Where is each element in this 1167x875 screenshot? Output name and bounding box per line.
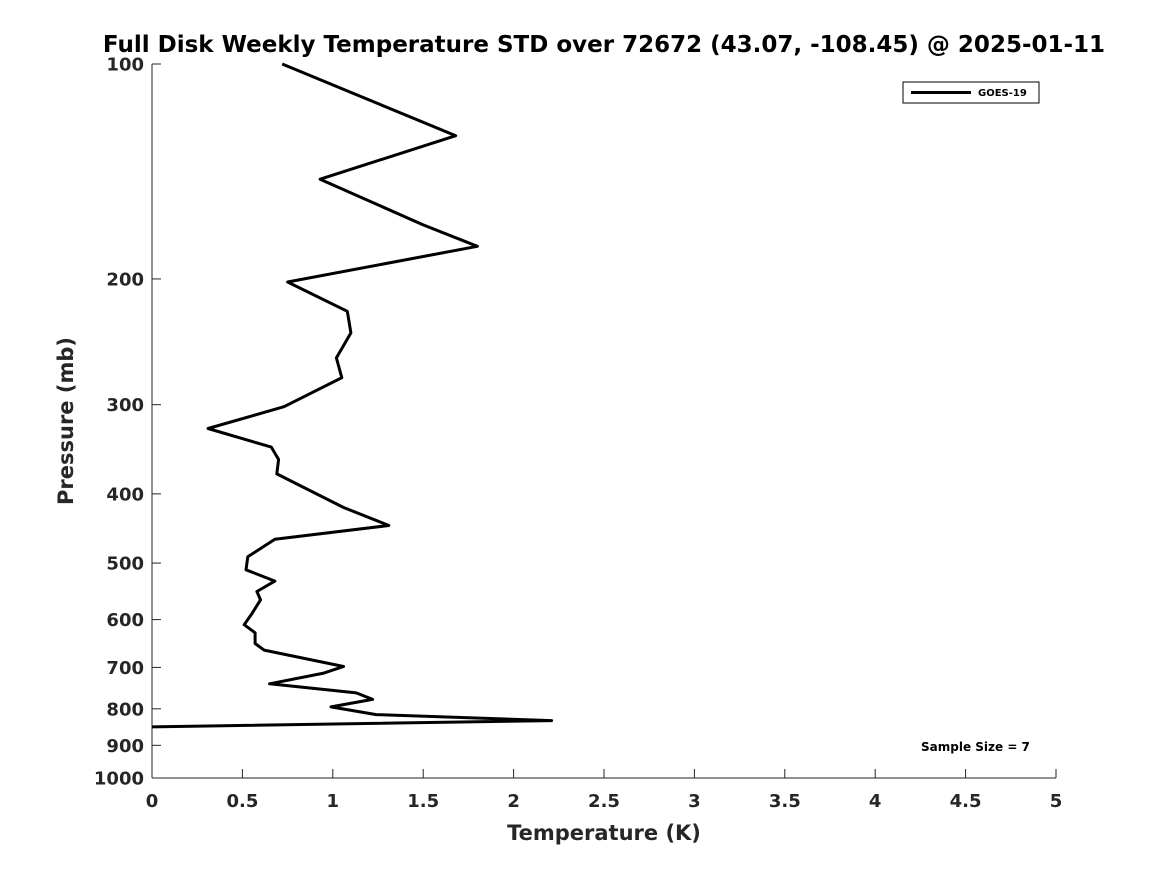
- y-tick-label: 500: [106, 554, 144, 575]
- x-axis-label: Temperature (K): [507, 821, 701, 845]
- y-tick-label: 400: [106, 484, 144, 505]
- y-axis-ticks: 100 200 300 400 500 600 700 800 900 1000: [94, 55, 161, 790]
- y-tick-label: 200: [106, 269, 144, 290]
- y-tick-label: 1000: [94, 769, 144, 790]
- x-tick-label: 5: [1050, 791, 1063, 812]
- y-tick-label: 700: [106, 658, 144, 679]
- x-tick-label: 3: [688, 791, 701, 812]
- x-tick-label: 0.5: [226, 791, 258, 812]
- series-layer: [151, 62, 554, 729]
- chart-title: Full Disk Weekly Temperature STD over 72…: [103, 32, 1105, 58]
- plot-axes: [151, 64, 1056, 779]
- x-axis-ticks: 0 0.5 1 1.5 2 2.5 3 3.5 4 4.5 5: [146, 769, 1063, 812]
- legend-label-goes-19: GOES-19: [978, 88, 1027, 99]
- x-tick-label: 4: [869, 791, 882, 812]
- y-tick-label: 800: [106, 699, 144, 720]
- x-tick-label: 4.5: [950, 791, 982, 812]
- x-tick-label: 2.5: [588, 791, 620, 812]
- x-tick-label: 0: [146, 791, 159, 812]
- y-axis-label: Pressure (mb): [54, 337, 78, 505]
- y-tick-label: 100: [106, 55, 144, 76]
- sample-size-annotation: Sample Size = 7: [921, 740, 1030, 754]
- y-tick-label: 300: [106, 395, 144, 416]
- y-tick-label: 900: [106, 736, 144, 757]
- x-tick-label: 2: [507, 791, 520, 812]
- x-tick-label: 1: [327, 791, 340, 812]
- x-tick-label: 3.5: [769, 791, 801, 812]
- y-tick-label: 600: [106, 610, 144, 631]
- legend: GOES-19: [902, 81, 1040, 104]
- series-line-goes-19: [151, 62, 554, 729]
- x-tick-label: 1.5: [407, 791, 439, 812]
